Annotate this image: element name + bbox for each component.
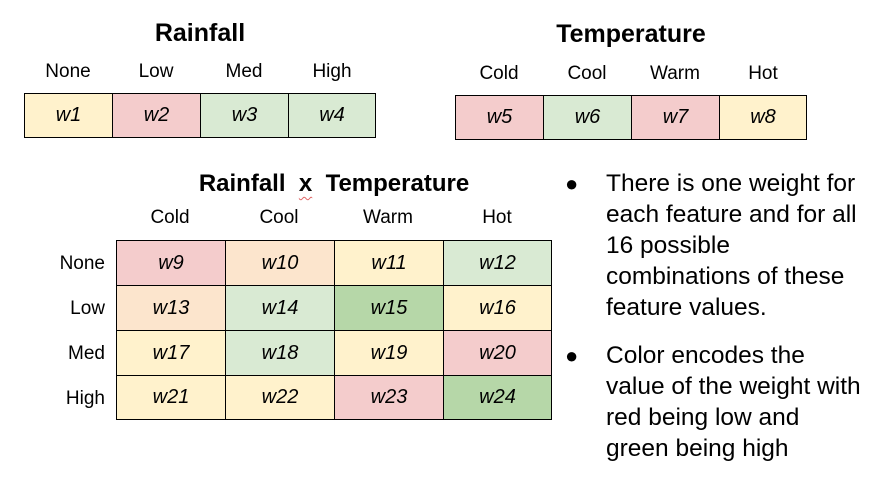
temperature-header-warm: Warm bbox=[650, 63, 700, 84]
weight-cell-w6: w6 bbox=[543, 95, 632, 140]
temperature-header-hot: Hot bbox=[748, 63, 778, 84]
weight-cell-w14: w14 bbox=[225, 285, 335, 331]
rainfall-header-low: Low bbox=[138, 61, 174, 82]
bullet-list: ● There is one weight for each feature a… bbox=[562, 168, 867, 481]
weight-cell-w1: w1 bbox=[24, 93, 113, 138]
weight-cell-w16: w16 bbox=[443, 285, 552, 331]
cross-col-header-cold: Cold bbox=[150, 207, 190, 228]
weight-cell-w15: w15 bbox=[334, 285, 444, 331]
bullet-item: ● There is one weight for each feature a… bbox=[562, 168, 867, 323]
weight-cell-w18: w18 bbox=[225, 330, 335, 376]
cross-row-header-low: Low bbox=[70, 298, 105, 319]
weight-cell-w17: w17 bbox=[116, 330, 226, 376]
weight-cell-w20: w20 bbox=[443, 330, 552, 376]
weight-cell-w21: w21 bbox=[116, 375, 226, 420]
weight-cell-w11: w11 bbox=[334, 240, 444, 286]
bullet-text: There is one weight for each feature and… bbox=[606, 170, 857, 321]
cross-row-header-med: Med bbox=[68, 343, 105, 364]
weight-cell-w13: w13 bbox=[116, 285, 226, 331]
bullet-dot-icon: ● bbox=[565, 171, 579, 196]
weight-cell-w9: w9 bbox=[116, 240, 226, 286]
weight-cell-w23: w23 bbox=[334, 375, 444, 420]
rainfall-header-none: None bbox=[45, 61, 91, 82]
bullet-item: ● Color encodes the value of the weight … bbox=[562, 340, 867, 464]
temperature-header-cold: Cold bbox=[479, 63, 519, 84]
weight-cell-w3: w3 bbox=[200, 93, 289, 138]
bullet-dot-icon: ● bbox=[565, 343, 579, 368]
weight-cell-w2: w2 bbox=[112, 93, 201, 138]
weight-cell-w8: w8 bbox=[719, 95, 807, 140]
weight-cell-w22: w22 bbox=[225, 375, 335, 420]
weight-cell-w5: w5 bbox=[455, 95, 544, 140]
weight-cell-w24: w24 bbox=[443, 375, 552, 420]
bullet-text: Color encodes the value of the weight wi… bbox=[606, 342, 861, 462]
temperature-header-cool: Cool bbox=[567, 63, 607, 84]
weight-cell-w10: w10 bbox=[225, 240, 335, 286]
rainfall-title: Rainfall bbox=[154, 19, 246, 47]
cross-row-header-high: High bbox=[65, 388, 105, 409]
cross-title: Rainfall x Temperature bbox=[116, 170, 552, 198]
cross-col-header-warm: Warm bbox=[363, 207, 413, 228]
cross-col-header-cool: Cool bbox=[259, 207, 299, 228]
weight-cell-w4: w4 bbox=[288, 93, 376, 138]
cross-title-x: x bbox=[298, 170, 313, 197]
cross-col-header-hot: Hot bbox=[482, 207, 512, 228]
weight-cell-w19: w19 bbox=[334, 330, 444, 376]
rainfall-header-med: Med bbox=[225, 61, 263, 82]
cross-title-left: Rainfall bbox=[198, 170, 286, 197]
weight-cell-w12: w12 bbox=[443, 240, 552, 286]
cross-row-header-none: None bbox=[59, 253, 105, 274]
rainfall-header-high: High bbox=[312, 61, 352, 82]
weight-cell-w7: w7 bbox=[631, 95, 720, 140]
temperature-title: Temperature bbox=[556, 20, 706, 48]
cross-title-right: Temperature bbox=[325, 170, 470, 197]
